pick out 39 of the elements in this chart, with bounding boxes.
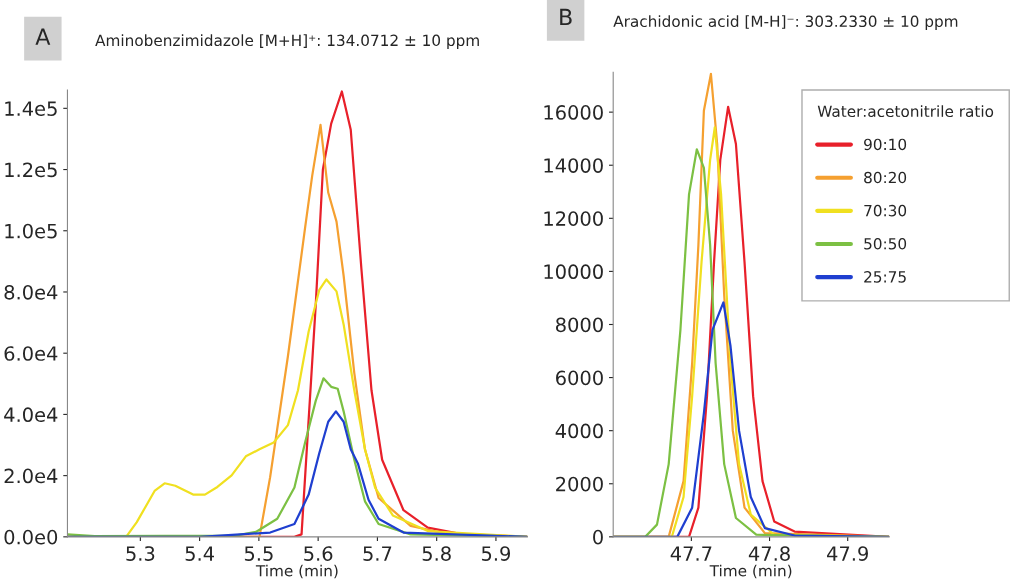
y-tick-label: 8000 (556, 317, 603, 333)
x-tick-label: 47.8 (748, 546, 790, 561)
y-tick-label: 8.0e4 (4, 284, 58, 300)
legend-title: Water:acetonitrile ratio (817, 105, 994, 118)
x-tick-label: 47.9 (827, 546, 868, 561)
y-tick-label: 4.0e4 (4, 407, 58, 423)
x-axis-title: Time (min) (709, 564, 792, 579)
y-tick-label: 10000 (544, 264, 603, 280)
x-tick-label: 5.9 (481, 546, 511, 561)
y-tick-label: 0 (593, 529, 603, 545)
y-tick-label: 2000 (556, 476, 603, 492)
x-tick-label: 5.3 (126, 546, 155, 561)
y-tick-label: 1.2e5 (5, 162, 57, 178)
x-tick-label: 5.5 (244, 546, 273, 561)
x-tick-label: 5.4 (185, 546, 214, 561)
x-tick-label: 5.7 (363, 546, 392, 561)
y-tick-label: 4000 (555, 423, 603, 439)
legend-label: 50:50 (864, 237, 907, 250)
legend-label: 80:20 (864, 171, 907, 184)
chart-title: Aminobenzimidazole [M+H]⁺: 134.0712 ± 10 ppm (95, 34, 479, 50)
y-tick-label: 6.0e4 (4, 346, 58, 361)
text: B (560, 8, 572, 26)
legend-label: 25:75 (864, 271, 906, 283)
y-tick-label: 1.0e5 (5, 223, 57, 239)
x-axis-title: Time (min) (255, 564, 338, 579)
chart-title: Arachidonic acid [M-H]⁻: 303.2330 ± 10 ppm (613, 15, 958, 31)
y-tick-label: 14000 (544, 158, 603, 173)
text: A (35, 28, 51, 45)
y-tick-label: 1.4e5 (5, 101, 57, 116)
y-tick-label: 16000 (544, 105, 603, 120)
y-tick-label: 2.0e4 (4, 468, 58, 484)
y-tick-label: 6000 (556, 370, 603, 386)
x-tick-label: 47.7 (670, 546, 712, 561)
x-tick-label: 5.8 (422, 546, 451, 561)
y-tick-label: 12000 (544, 211, 603, 226)
y-tick-label: 0.0e0 (4, 529, 58, 545)
x-tick-label: 5.6 (304, 546, 333, 561)
legend-label: 70:30 (864, 204, 907, 217)
legend-label: 90:10 (864, 138, 907, 151)
